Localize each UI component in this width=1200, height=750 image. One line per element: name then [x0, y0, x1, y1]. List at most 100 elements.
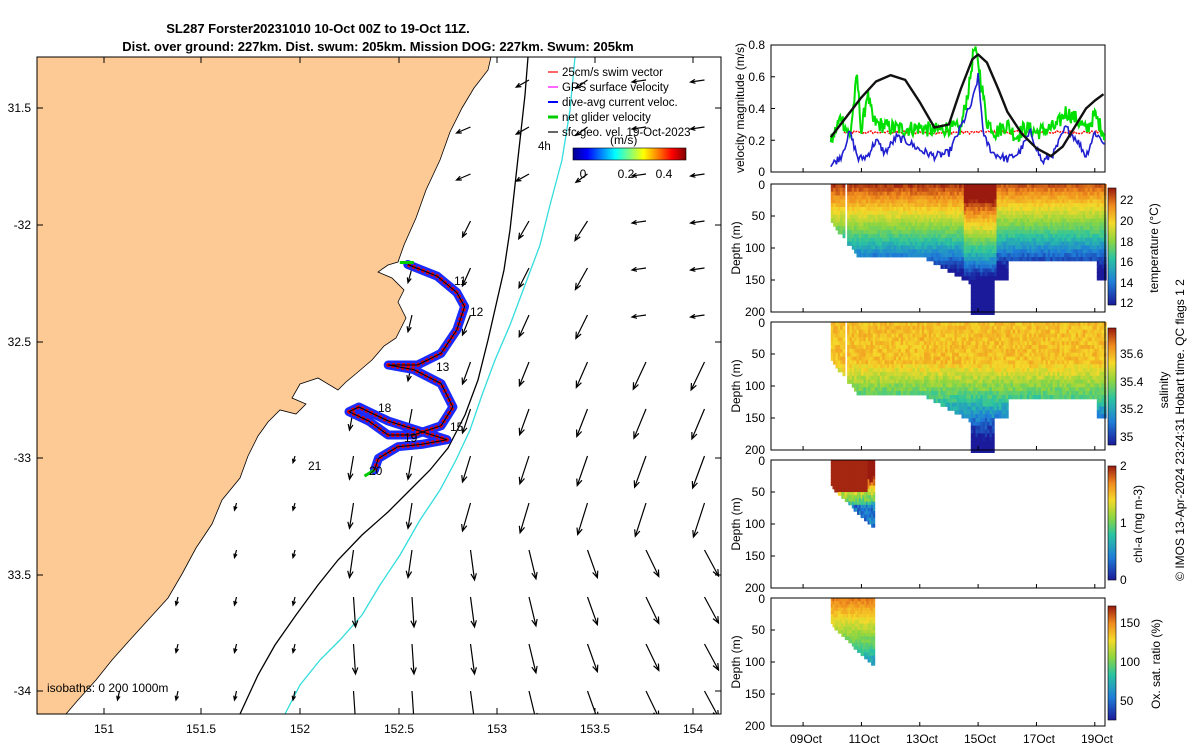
section-cell — [942, 210, 946, 216]
section-cell — [1078, 348, 1082, 354]
velocity-arrow — [406, 314, 413, 334]
section-cell — [954, 249, 958, 254]
section-cell — [1017, 249, 1021, 254]
section-cell — [947, 184, 951, 189]
section-cell — [931, 203, 934, 208]
section-cell — [903, 245, 906, 250]
section-cell — [935, 379, 939, 384]
section-cell — [1073, 241, 1077, 246]
section-cell — [968, 249, 972, 254]
section-cell — [963, 395, 967, 400]
section-cell — [994, 345, 998, 350]
section-cell — [917, 391, 920, 396]
section-cell — [1036, 195, 1040, 200]
section-cell — [889, 325, 892, 331]
section-cell — [903, 387, 906, 392]
section-cell — [949, 402, 953, 407]
section-cell — [1099, 203, 1103, 208]
section-cell — [1087, 226, 1091, 231]
section-cell — [940, 391, 944, 396]
section-cell — [940, 203, 944, 208]
section-cell — [1031, 375, 1035, 381]
section-cell — [947, 333, 951, 338]
section-cell — [1047, 222, 1051, 227]
section-cell — [1036, 371, 1040, 377]
section-cell — [1045, 325, 1049, 331]
section-cell — [1026, 233, 1030, 239]
section-cell — [1096, 245, 1100, 250]
section-cell — [914, 333, 918, 338]
section-cell — [912, 371, 916, 377]
section-cell — [1073, 203, 1077, 208]
section-cell — [1038, 207, 1042, 212]
section-cell — [1096, 230, 1100, 235]
section-cell — [991, 260, 995, 266]
section-cell — [919, 249, 923, 254]
temp-cbar-tick: 22 — [1120, 193, 1134, 207]
section-cell — [898, 348, 902, 354]
section-cell — [1031, 184, 1035, 189]
section-cell — [933, 345, 937, 350]
section-cell — [980, 249, 984, 254]
section-cell — [980, 345, 984, 350]
section-cell — [1033, 184, 1037, 189]
section-cell — [938, 383, 941, 388]
section-cell — [889, 218, 892, 223]
section-cell — [980, 368, 984, 373]
section-cell — [837, 195, 841, 200]
section-cell — [977, 395, 981, 400]
section-cell — [910, 322, 913, 327]
section-cell — [984, 402, 988, 407]
section-cell — [917, 249, 920, 254]
section-cell — [1059, 249, 1063, 254]
section-cell — [886, 233, 890, 239]
section-cell — [842, 341, 846, 346]
section-cell — [982, 448, 986, 453]
section-cell — [980, 276, 984, 281]
section-cell — [1064, 226, 1068, 231]
section-cell — [942, 325, 946, 331]
section-cell — [961, 387, 965, 392]
section-cell — [968, 253, 972, 258]
section-cell — [1019, 383, 1023, 388]
section-cell — [1031, 222, 1035, 227]
section-cell — [1080, 249, 1084, 254]
section-cell — [982, 391, 986, 396]
section-cell — [1094, 184, 1098, 189]
section-cell — [987, 441, 991, 446]
section-cell — [1071, 371, 1075, 377]
section-cell — [1059, 210, 1063, 216]
section-cell — [961, 410, 965, 415]
section-cell — [854, 241, 857, 246]
section-cell — [1029, 333, 1033, 338]
depth-tick: 100 — [745, 241, 765, 255]
section-cell — [968, 341, 972, 346]
section-cell — [984, 184, 988, 189]
section-cell — [1085, 199, 1089, 204]
section-cell — [858, 253, 862, 258]
section-cell — [973, 421, 977, 427]
section-cell — [926, 233, 930, 239]
section-cell — [980, 226, 984, 231]
section-cell — [870, 325, 874, 331]
section-cell — [1022, 371, 1026, 377]
section-cell — [970, 303, 974, 308]
section-cell — [917, 245, 920, 250]
section-cell — [830, 203, 834, 208]
section-cell — [903, 210, 906, 216]
section-cell — [912, 207, 916, 212]
section-cell — [975, 291, 979, 296]
section-cell — [1089, 210, 1093, 216]
section-cell — [886, 391, 890, 396]
section-cell — [884, 329, 888, 334]
section-cell — [889, 337, 892, 342]
section-cell — [1047, 218, 1051, 223]
section-cell — [868, 329, 871, 334]
section-cell — [987, 387, 991, 392]
section-cell — [882, 184, 885, 189]
section-cell — [1096, 203, 1100, 208]
section-cell — [984, 241, 988, 246]
section-cell — [1040, 253, 1044, 258]
section-cell — [886, 184, 890, 189]
section-cell — [858, 333, 862, 338]
